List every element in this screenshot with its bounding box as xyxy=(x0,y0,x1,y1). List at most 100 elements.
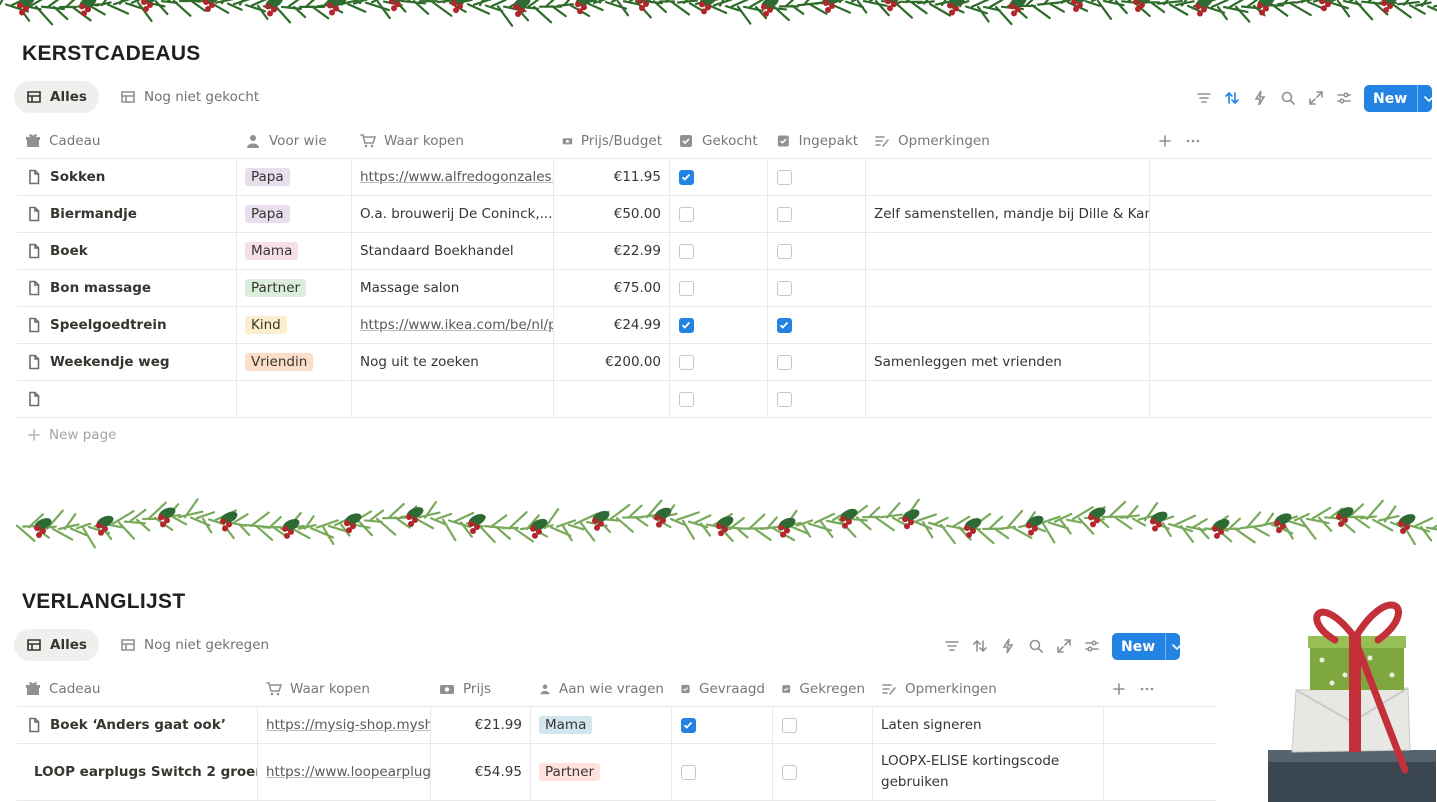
table-cell[interactable] xyxy=(670,270,768,307)
table-cell[interactable] xyxy=(670,159,768,196)
toolbar-button[interactable] xyxy=(1336,90,1352,110)
table-cell[interactable]: Mama xyxy=(237,233,352,270)
checkbox[interactable] xyxy=(777,169,792,185)
table-cell[interactable]: Laten signeren xyxy=(873,707,1104,744)
table-cell[interactable]: Partner xyxy=(531,744,672,801)
column-header[interactable]: Gekocht xyxy=(670,123,768,159)
column-header[interactable]: Waar kopen xyxy=(258,671,431,707)
table-cell[interactable]: Boek xyxy=(17,233,237,270)
new-page-button[interactable]: New page xyxy=(26,427,116,443)
table-cell[interactable]: Papa xyxy=(237,159,352,196)
table-cell[interactable]: LOOPX-ELISE kortingscode gebruiken xyxy=(873,744,1104,801)
table-cell[interactable] xyxy=(17,381,237,418)
more-options[interactable] xyxy=(1185,133,1201,153)
table-cell[interactable] xyxy=(670,381,768,418)
checkbox-checked[interactable] xyxy=(679,317,694,333)
column-header[interactable]: Cadeau xyxy=(17,671,258,707)
column-header[interactable]: Prijs xyxy=(431,671,531,707)
column-header[interactable]: Gekregen xyxy=(773,671,873,707)
view-tab[interactable]: Nog niet gekocht xyxy=(108,81,271,113)
checkbox[interactable] xyxy=(777,206,792,222)
table-cell[interactable] xyxy=(672,744,773,801)
table-cell[interactable]: Kind xyxy=(237,307,352,344)
checkbox-checked[interactable] xyxy=(681,717,696,733)
toolbar-button[interactable] xyxy=(1252,90,1268,110)
column-header[interactable]: Cadeau xyxy=(17,123,237,159)
toolbar-button[interactable] xyxy=(972,638,988,658)
toolbar-button[interactable] xyxy=(944,638,960,658)
toolbar-button[interactable] xyxy=(1280,90,1296,110)
table-cell[interactable] xyxy=(866,307,1150,344)
table-cell[interactable]: Standaard Boekhandel xyxy=(352,233,554,270)
view-tab[interactable]: Nog niet gekregen xyxy=(108,629,281,661)
table-cell[interactable] xyxy=(768,233,866,270)
column-header[interactable]: Ingepakt xyxy=(768,123,866,159)
table-cell[interactable]: Boek ‘Anders gaat ook’ xyxy=(17,707,258,744)
checkbox[interactable] xyxy=(679,391,694,407)
checkbox-checked[interactable] xyxy=(777,317,792,333)
column-header[interactable]: Opmerkingen xyxy=(873,671,1104,707)
toolbar-button[interactable] xyxy=(1196,90,1212,110)
new-button[interactable]: New xyxy=(1112,633,1182,660)
checkbox[interactable] xyxy=(681,764,696,780)
table-cell[interactable]: Massage salon xyxy=(352,270,554,307)
new-button-menu[interactable] xyxy=(1417,85,1437,112)
table-cell[interactable]: €21.99 xyxy=(431,707,531,744)
table-cell[interactable] xyxy=(768,270,866,307)
new-button[interactable]: New xyxy=(1364,85,1434,112)
table-cell[interactable]: €75.00 xyxy=(554,270,670,307)
table-cell[interactable] xyxy=(866,233,1150,270)
table-cell[interactable] xyxy=(670,307,768,344)
table-cell[interactable]: Samenleggen met vrienden xyxy=(866,344,1150,381)
table-cell[interactable] xyxy=(670,196,768,233)
table-cell[interactable]: Weekendje weg xyxy=(17,344,237,381)
table-cell[interactable]: Speelgoedtrein xyxy=(17,307,237,344)
table-cell[interactable] xyxy=(866,159,1150,196)
table-cell[interactable] xyxy=(352,381,554,418)
checkbox[interactable] xyxy=(679,243,694,259)
table-cell[interactable] xyxy=(768,344,866,381)
table-cell[interactable]: €50.00 xyxy=(554,196,670,233)
checkbox[interactable] xyxy=(782,764,797,780)
link[interactable]: https://mysig-shop.myshop xyxy=(266,717,430,733)
table-cell[interactable]: Bon massage xyxy=(17,270,237,307)
view-tab[interactable]: Alles xyxy=(14,81,99,113)
table-cell[interactable]: €11.95 xyxy=(554,159,670,196)
table-cell[interactable]: https://www.loopearplugs.c xyxy=(258,744,431,801)
table-cell[interactable] xyxy=(554,381,670,418)
table-cell[interactable] xyxy=(768,381,866,418)
table-cell[interactable] xyxy=(670,344,768,381)
table-cell[interactable]: Biermandje xyxy=(17,196,237,233)
view-tab[interactable]: Alles xyxy=(14,629,99,661)
toolbar-button[interactable] xyxy=(1084,638,1100,658)
column-header[interactable]: Gevraagd xyxy=(672,671,773,707)
table-cell[interactable]: Papa xyxy=(237,196,352,233)
toolbar-button[interactable] xyxy=(1056,638,1072,658)
link[interactable]: https://www.ikea.com/be/nl/p/ xyxy=(360,317,554,333)
table-cell[interactable]: https://www.ikea.com/be/nl/p/ xyxy=(352,307,554,344)
column-header[interactable]: Aan wie vragen xyxy=(531,671,672,707)
checkbox[interactable] xyxy=(777,354,792,370)
toolbar-button[interactable] xyxy=(1000,638,1016,658)
table-cell[interactable] xyxy=(773,707,873,744)
link[interactable]: https://www.alfredogonzales.co xyxy=(360,169,554,185)
table-cell[interactable]: https://mysig-shop.myshop xyxy=(258,707,431,744)
add-property[interactable] xyxy=(1157,133,1173,153)
table-cell[interactable]: €22.99 xyxy=(554,233,670,270)
column-header[interactable]: Prijs/Budget xyxy=(554,123,670,159)
table-cell[interactable]: https://www.alfredogonzales.co xyxy=(352,159,554,196)
new-button-menu[interactable] xyxy=(1165,633,1188,660)
checkbox[interactable] xyxy=(679,206,694,222)
column-header[interactable]: Voor wie xyxy=(237,123,352,159)
table-cell[interactable] xyxy=(768,196,866,233)
table-cell[interactable] xyxy=(670,233,768,270)
link[interactable]: https://www.loopearplugs.c xyxy=(266,764,431,780)
add-property[interactable] xyxy=(1111,681,1127,701)
checkbox[interactable] xyxy=(777,280,792,296)
table-cell[interactable] xyxy=(768,159,866,196)
more-options[interactable] xyxy=(1139,681,1155,701)
table-cell[interactable]: O.a. brouwerij De Coninck,... xyxy=(352,196,554,233)
checkbox[interactable] xyxy=(679,354,694,370)
table-cell[interactable] xyxy=(773,744,873,801)
table-cell[interactable]: €200.00 xyxy=(554,344,670,381)
